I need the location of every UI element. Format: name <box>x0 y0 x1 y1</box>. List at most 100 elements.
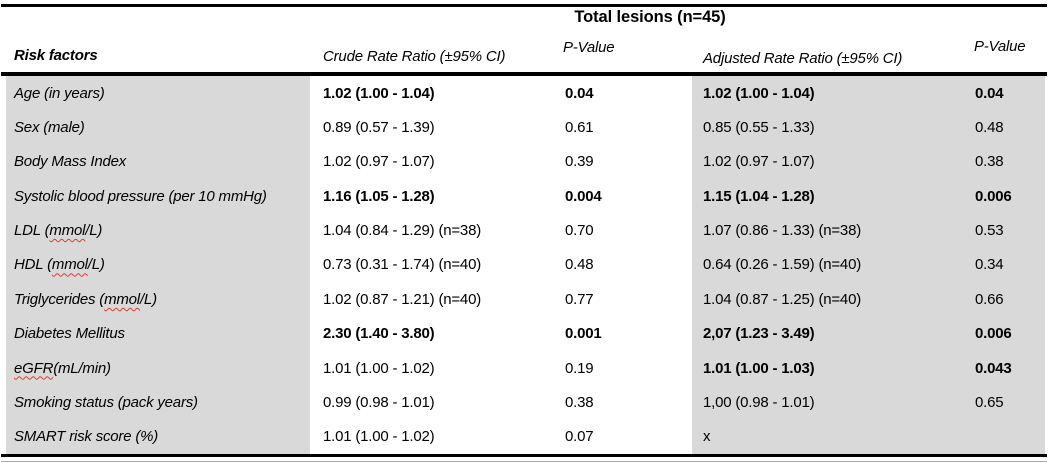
adjusted-p-value-cell: 0.006 <box>965 316 1045 351</box>
risk-factor-label-suffix: /L) <box>87 256 105 274</box>
crude-rate-ratio-cell: 1.01 (1.00 - 1.02) <box>323 359 435 377</box>
adjusted-p-value-cell <box>965 419 1045 454</box>
table-row: Smoking status (pack years) 0.99 (0.98 -… <box>0 385 1051 420</box>
crude-rate-ratio-cell: 1.01 (1.00 - 1.02) <box>323 428 435 446</box>
risk-factor-cell: LDL (mmol/L) <box>6 213 310 248</box>
adjusted-rate-ratio-cell: 0.64 (0.26 - 1.59) (n=40) <box>692 247 965 283</box>
risk-factor-cell: Age (in years) <box>6 76 310 111</box>
risk-factor-label: Smoking status (pack years) <box>14 393 198 411</box>
risk-factor-label-suffix: /L) <box>139 290 157 308</box>
crude-p-value-cell: 0.38 <box>565 393 594 411</box>
crude-rate-ratio-cell: 0.73 (0.31 - 1.74) (n=40) <box>323 256 482 274</box>
risk-factor-cell: Diabetes Mellitus <box>6 316 310 351</box>
risk-factor-label: Diabetes Mellitus <box>14 325 125 343</box>
table-row: HDL (mmol/L) 0.73 (0.31 - 1.74) (n=40) 0… <box>0 247 1051 283</box>
crude-p-value-cell: 0.004 <box>565 187 602 205</box>
table-row: Age (in years) 1.02 (1.00 - 1.04) 0.04 1… <box>0 76 1051 111</box>
table-row: Diabetes Mellitus 2.30 (1.40 - 3.80) 0.0… <box>0 316 1051 351</box>
table-row: LDL (mmol/L) 1.04 (0.84 - 1.29) (n=38) 0… <box>0 213 1051 248</box>
crude-rate-ratio-cell: 1.04 (0.84 - 1.29) (n=38) <box>323 222 482 240</box>
adjusted-rate-ratio-cell: x <box>692 419 965 454</box>
risk-factor-cell: Systolic blood pressure (per 10 mmHg) <box>6 179 310 214</box>
adjusted-rate-ratio-cell: 1.02 (0.97 - 1.07) <box>692 144 965 180</box>
risk-factor-cell: eGFR (mL/min) <box>6 350 310 386</box>
table-row: SMART risk score (%) 1.01 (1.00 - 1.02) … <box>0 419 1051 454</box>
table-title: Total lesions (n=45) <box>574 8 726 26</box>
row-right-margin <box>1045 110 1051 144</box>
crude-p-value-cell: 0.04 <box>565 84 594 102</box>
table-row: Systolic blood pressure (per 10 mmHg) 1.… <box>0 179 1051 214</box>
page-bottom-rule <box>1 461 1047 462</box>
row-right-margin <box>1045 351 1051 385</box>
row-right-margin <box>1045 385 1051 419</box>
table-top-border <box>1 4 1047 7</box>
column-header-risk-factors: Risk factors <box>14 47 98 64</box>
risk-factor-label-misspelled-word: mmol <box>49 222 86 240</box>
risk-factor-label-suffix: (mL/min) <box>53 359 111 377</box>
adjusted-rate-ratio-cell: 1.07 (0.86 - 1.33) (n=38) <box>692 213 965 248</box>
table-row: Sex (male) 0.89 (0.57 - 1.39) 0.61 0.85 … <box>0 110 1051 145</box>
crude-rate-ratio-cell: 2.30 (1.40 - 3.80) <box>323 325 435 343</box>
column-header-adjusted-rate-ratio: Adjusted Rate Ratio (±95% CI) <box>703 50 903 67</box>
adjusted-p-value-cell: 0.38 <box>965 144 1045 180</box>
crude-p-value-cell: 0.61 <box>565 119 594 137</box>
table-body: Age (in years) 1.02 (1.00 - 1.04) 0.04 1… <box>0 76 1051 454</box>
risk-factor-cell: Sex (male) <box>6 110 310 145</box>
crude-p-value-cell: 0.48 <box>565 256 594 274</box>
risk-factor-label: Sex (male) <box>14 119 85 137</box>
crude-rate-ratio-cell: 1.02 (0.97 - 1.07) <box>323 153 435 171</box>
risk-factor-cell: Smoking status (pack years) <box>6 385 310 420</box>
row-right-margin <box>1045 76 1051 110</box>
row-right-margin <box>1045 213 1051 247</box>
column-header-p-value-adjusted: P-Value <box>974 38 1026 55</box>
row-right-margin <box>1045 317 1051 351</box>
risk-factor-label: LDL ( <box>14 222 50 240</box>
adjusted-p-value-cell: 0.006 <box>965 179 1045 214</box>
header-separator-line <box>1 72 1047 76</box>
risk-factor-cell: SMART risk score (%) <box>6 419 310 454</box>
risk-factor-label: HDL ( <box>14 256 52 274</box>
crude-rate-ratio-cell: 1.02 (0.87 - 1.21) (n=40) <box>323 290 482 308</box>
adjusted-p-value-cell: 0.53 <box>965 213 1045 248</box>
risk-factor-label-suffix: /L) <box>85 222 103 240</box>
crude-rate-ratio-cell: 0.89 (0.57 - 1.39) <box>323 119 435 137</box>
crude-p-value-cell: 0.19 <box>565 359 594 377</box>
risk-factor-label-misspelled-word: eGFR <box>14 359 54 377</box>
row-right-margin <box>1045 282 1051 316</box>
adjusted-rate-ratio-cell: 1.02 (1.00 - 1.04) <box>692 76 965 111</box>
adjusted-p-value-cell: 0.65 <box>965 385 1045 420</box>
adjusted-p-value-cell: 0.043 <box>965 350 1045 386</box>
crude-p-value-cell: 0.001 <box>565 325 602 343</box>
table-row: eGFR (mL/min) 1.01 (1.00 - 1.02) 0.19 1.… <box>0 350 1051 386</box>
column-header-p-value-crude: P-Value <box>563 39 615 56</box>
crude-p-value-cell: 0.77 <box>565 290 594 308</box>
crude-p-value-cell: 0.39 <box>565 153 594 171</box>
crude-rate-ratio-cell: 0.99 (0.98 - 1.01) <box>323 393 435 411</box>
risk-factor-label: Triglycerides ( <box>14 290 105 308</box>
table-bottom-border <box>1 454 1047 457</box>
risk-factor-label: Age (in years) <box>14 84 105 102</box>
table-row: Triglycerides (mmol/L) 1.02 (0.87 - 1.21… <box>0 282 1051 317</box>
risk-factor-label-misspelled-word: mmol <box>104 290 140 308</box>
risk-factor-cell: Body Mass Index <box>6 144 310 180</box>
risk-factor-label: Systolic blood pressure (per 10 mmHg) <box>14 187 267 205</box>
adjusted-rate-ratio-cell: 0.85 (0.55 - 1.33) <box>692 110 965 145</box>
row-right-margin <box>1045 179 1051 213</box>
risk-factor-label-misspelled-word: mmol <box>51 256 88 274</box>
risk-factor-label: Body Mass Index <box>14 153 127 171</box>
risk-factor-label: SMART risk score (%) <box>14 428 159 446</box>
adjusted-rate-ratio-cell: 2,07 (1.23 - 3.49) <box>692 316 965 351</box>
risk-factor-cell: HDL (mmol/L) <box>6 247 310 283</box>
row-right-margin <box>1045 145 1051 179</box>
row-right-margin <box>1045 248 1051 282</box>
table-row: Body Mass Index 1.02 (0.97 - 1.07) 0.39 … <box>0 144 1051 180</box>
adjusted-rate-ratio-cell: 1.15 (1.04 - 1.28) <box>692 179 965 214</box>
crude-rate-ratio-cell: 1.16 (1.05 - 1.28) <box>323 187 435 205</box>
adjusted-rate-ratio-cell: 1,00 (0.98 - 1.01) <box>692 385 965 420</box>
column-header-crude-rate-ratio: Crude Rate Ratio (±95% CI) <box>323 48 506 65</box>
crude-p-value-cell: 0.70 <box>565 222 594 240</box>
row-right-margin <box>1045 420 1051 454</box>
crude-p-value-cell: 0.07 <box>565 428 594 446</box>
crude-rate-ratio-cell: 1.02 (1.00 - 1.04) <box>323 84 435 102</box>
